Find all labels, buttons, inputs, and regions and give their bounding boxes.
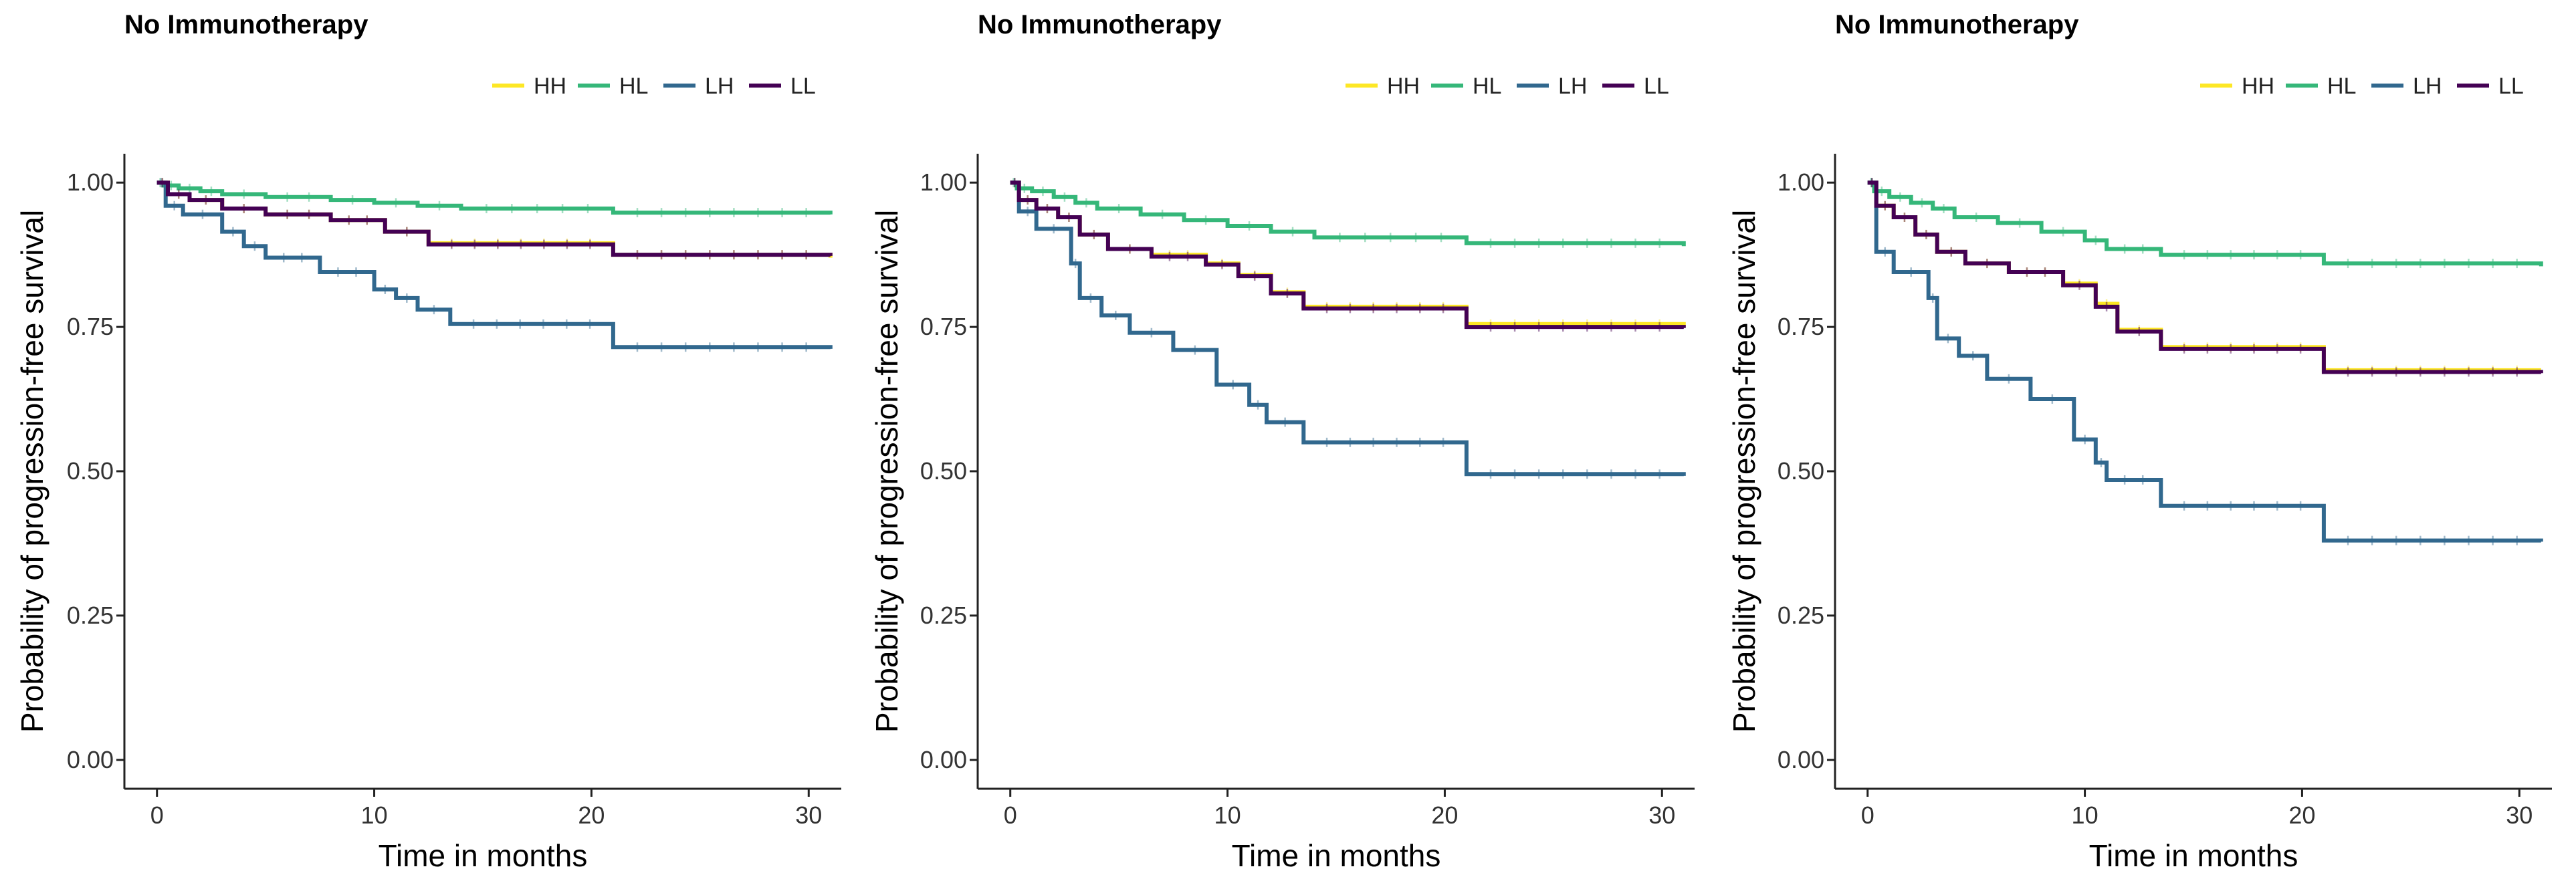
- censor-marks-hl: [159, 178, 807, 218]
- y-tick-label: 0.50: [67, 457, 114, 485]
- y-tick-label: 0.50: [920, 457, 967, 485]
- km-curve-hl: [156, 180, 833, 215]
- km-curve-ll: [1867, 180, 2543, 374]
- x-tick-label: 20: [578, 801, 605, 829]
- censor-marks-hl: [1870, 178, 2518, 269]
- x-tick-label: 10: [1214, 801, 1241, 829]
- km-curve-ll: [156, 180, 833, 257]
- y-axis-title: Probability of progression-free survival: [1727, 210, 1761, 733]
- y-tick-label: 0.25: [67, 602, 114, 629]
- km-curve-hl: [1010, 180, 1686, 247]
- y-tick-label: 0.25: [920, 602, 967, 629]
- y-tick-label: 0.50: [1778, 457, 1824, 485]
- censor-marks-ll: [161, 178, 807, 260]
- x-tick-label: 10: [2072, 801, 2099, 829]
- y-tick-label: 0.75: [1778, 313, 1824, 340]
- legend-label-ll: LL: [2498, 74, 2524, 99]
- km-plot-1: No Immunotherapy 0.00 0.25 0.50 0.75 1.00 0 10…: [15, 10, 841, 873]
- km-curve-hh: [1010, 180, 1686, 328]
- x-tick-label: 0: [150, 801, 164, 829]
- censor-marks-lh: [160, 178, 807, 352]
- x-tick-label: 20: [2288, 801, 2315, 829]
- y-tick-label: 0.75: [920, 313, 967, 340]
- y-tick-label: 0.00: [67, 746, 114, 773]
- x-tick-label: 10: [361, 801, 388, 829]
- legend-label-hl: HL: [2327, 74, 2356, 99]
- legend-label-lh: LH: [2413, 74, 2442, 99]
- km-curve-lh: [1010, 180, 1686, 477]
- km-plot-3: No Immunotherapy 0.00 0.25 0.50 0.75 1.00 0 10…: [1727, 10, 2552, 873]
- km-plot-2: No Immunotherapy 0.00 0.25 0.50 0.75 1.00 0 10…: [869, 10, 1695, 873]
- panel-title: No Immunotherapy: [978, 10, 1222, 39]
- censor-marks-lh: [1870, 178, 2518, 545]
- censor-marks-lh: [1013, 178, 1660, 479]
- y-tick-label: 0.75: [67, 313, 114, 340]
- legend-label-lh: LH: [1558, 74, 1587, 99]
- x-tick-label: 30: [2506, 801, 2533, 829]
- legend-label-lh: LH: [705, 74, 734, 99]
- x-tick-label: 30: [1648, 801, 1675, 829]
- y-tick-label: 0.00: [1778, 746, 1824, 773]
- x-axis-title: Time in months: [1232, 838, 1441, 873]
- chart-panel-1: No Immunotherapy 0.00 0.25 0.50 0.75 1.00 0 10…: [0, 0, 859, 885]
- legend-label-ll: LL: [1644, 74, 1669, 99]
- y-axis-title: Probability of progression-free survival: [869, 210, 904, 733]
- y-tick-label: 1.00: [1778, 168, 1824, 196]
- legend-label-hh: HH: [2242, 74, 2274, 99]
- legend-label-hl: HL: [619, 74, 648, 99]
- y-tick-label: 0.25: [1778, 602, 1824, 629]
- x-tick-label: 30: [795, 801, 822, 829]
- km-curve-ll: [1010, 180, 1686, 330]
- censor-marks-ll: [1870, 178, 2518, 377]
- km-curve-lh: [1867, 180, 2543, 543]
- x-tick-label: 0: [1004, 801, 1017, 829]
- panel-title: No Immunotherapy: [124, 10, 368, 39]
- x-axis-title: Time in months: [2089, 838, 2298, 873]
- chart-panel-3: No Immunotherapy 0.00 0.25 0.50 0.75 1.00 0 10…: [1717, 0, 2576, 885]
- y-tick-label: 1.00: [67, 168, 114, 196]
- y-tick-label: 1.00: [920, 168, 967, 196]
- censor-marks-hl: [1012, 178, 1660, 248]
- km-curve-lh: [156, 180, 833, 350]
- legend-label-ll: LL: [790, 74, 816, 99]
- legend-label-hh: HH: [1387, 74, 1420, 99]
- km-curve-hl: [1867, 180, 2543, 267]
- panel-title: No Immunotherapy: [1835, 10, 2079, 39]
- chart-panel-2: No Immunotherapy 0.00 0.25 0.50 0.75 1.00 0 10…: [859, 0, 1717, 885]
- km-curve-hh: [1867, 180, 2541, 372]
- legend-label-hl: HL: [1473, 74, 1501, 99]
- x-tick-label: 0: [1861, 801, 1874, 829]
- y-axis-title: Probability of progression-free survival: [15, 210, 49, 733]
- x-axis-title: Time in months: [379, 838, 588, 873]
- legend-label-hh: HH: [534, 74, 566, 99]
- censor-marks-ll: [1013, 178, 1660, 332]
- y-tick-label: 0.00: [920, 746, 967, 773]
- x-tick-label: 20: [1431, 801, 1458, 829]
